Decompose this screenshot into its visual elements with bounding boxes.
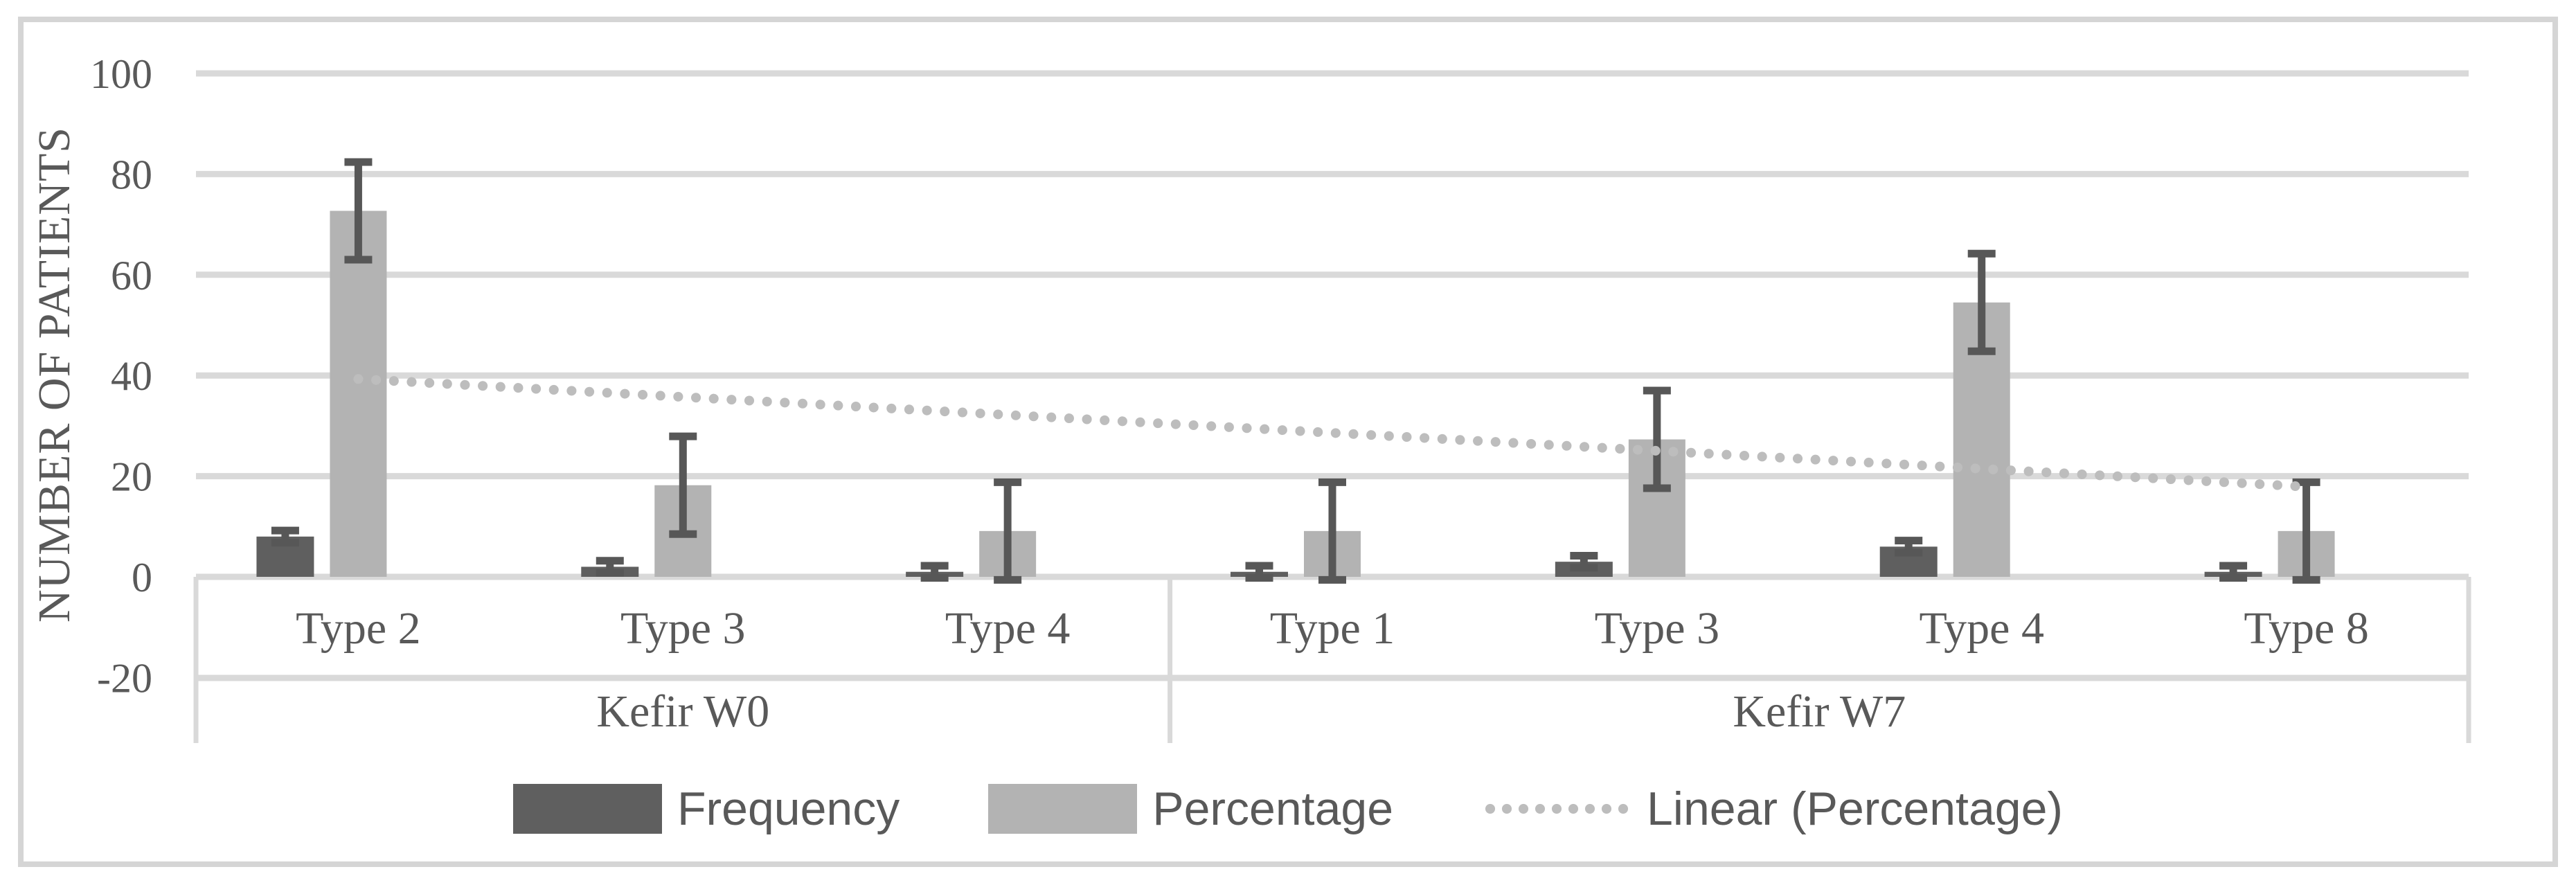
legend-item-frequency: Frequency [512,782,900,836]
y-tick-label: 40 [111,353,152,399]
bar-percentage [330,211,387,577]
legend-label-linear-percentage: Linear (Percentage) [1647,783,2064,835]
category-label: Type 4 [945,603,1071,654]
category-label: Type 3 [1595,603,1720,654]
y-axis-title: NUMBER OF PATIENTS [29,127,80,623]
category-label: Type 2 [296,603,421,654]
trendline-linear-percentage [353,374,2311,492]
percentage-swatch-icon [988,784,1138,834]
y-tick-label: 0 [132,555,152,600]
y-tick-label: 20 [111,454,152,500]
category-label: Type 3 [620,603,746,654]
legend-item-percentage: Percentage [988,782,1393,836]
group-label: Kefir W0 [596,686,769,737]
y-tick-label: 100 [90,51,152,97]
legend-label-percentage: Percentage [1152,783,1394,835]
legend-item-linear-percentage: Linear (Percentage) [1482,782,2063,836]
legend-label-frequency: Frequency [677,783,900,835]
category-label: Type 1 [1270,603,1395,654]
category-label: Type 8 [2244,603,2369,654]
dotted-line-icon [1482,803,1632,814]
legend: Frequency Percentage Linear (Percentage) [0,774,2576,843]
y-tick-label: 80 [111,152,152,197]
y-tick-label: -20 [97,655,152,701]
category-label: Type 4 [1919,603,2044,654]
y-tick-label: 60 [111,253,152,298]
frequency-swatch-icon [512,784,662,834]
group-label: Kefir W7 [1733,686,1906,737]
